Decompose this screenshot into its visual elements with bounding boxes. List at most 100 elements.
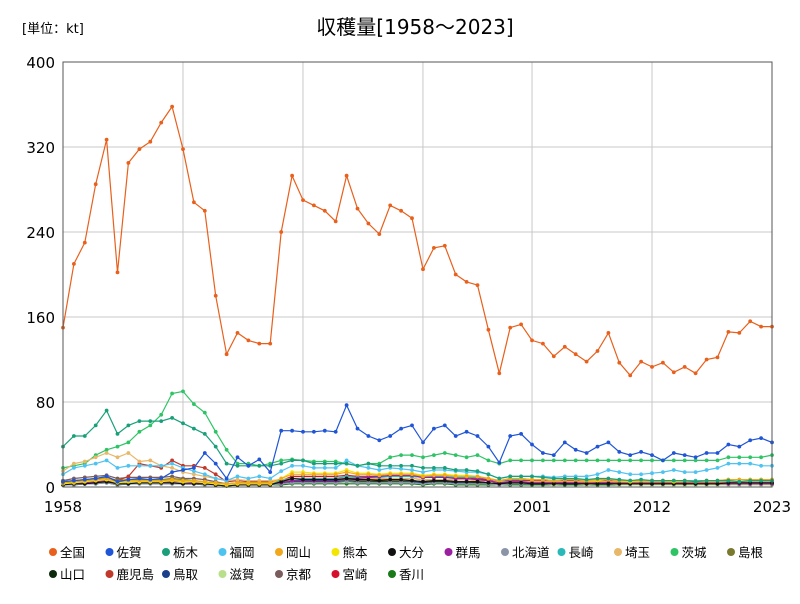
data-point: [246, 338, 251, 343]
y-tick-label: 80: [36, 394, 55, 412]
data-point: [126, 440, 131, 445]
legend-label: 京都: [286, 567, 312, 582]
data-point: [432, 473, 436, 478]
legend-marker: [275, 570, 283, 578]
data-point: [312, 477, 316, 482]
data-point: [290, 458, 294, 463]
data-point: [279, 469, 284, 473]
data-point: [388, 203, 393, 208]
data-point: [82, 434, 87, 438]
data-point: [682, 453, 687, 457]
data-point: [377, 438, 382, 443]
data-point: [344, 458, 349, 463]
data-point: [453, 468, 458, 472]
data-point: [442, 451, 447, 455]
data-point: [715, 478, 720, 483]
data-point: [421, 479, 425, 484]
y-tick-label: 240: [26, 224, 55, 242]
data-point: [661, 360, 665, 365]
data-point: [475, 434, 480, 438]
data-point: [148, 463, 153, 468]
data-point: [235, 463, 240, 468]
data-point: [617, 360, 622, 365]
data-point: [628, 472, 633, 477]
data-point: [170, 104, 175, 109]
data-point: [650, 471, 654, 476]
data-point: [453, 453, 458, 457]
data-point: [366, 472, 371, 477]
data-point: [399, 453, 403, 457]
chart-title: 収穫量[1958～2023]: [316, 15, 513, 39]
data-point: [671, 478, 676, 483]
legend-label: 岡山: [286, 545, 311, 560]
data-point: [126, 423, 131, 428]
data-point: [573, 458, 578, 463]
data-point: [486, 327, 491, 332]
data-point: [290, 472, 294, 477]
legend-label: 鹿児島: [117, 567, 155, 582]
data-point: [93, 476, 98, 481]
data-point: [72, 434, 76, 438]
data-point: [519, 322, 523, 327]
data-point: [704, 451, 709, 455]
data-point: [312, 429, 316, 434]
data-point: [192, 426, 196, 431]
legend-marker: [331, 570, 340, 578]
data-point: [617, 458, 622, 463]
legend-marker: [614, 548, 622, 556]
data-point: [410, 423, 414, 428]
data-point: [715, 451, 720, 455]
data-point: [377, 468, 382, 472]
legend-label: 長崎: [569, 545, 595, 560]
data-point: [421, 455, 425, 460]
legend-marker: [49, 570, 57, 578]
data-point: [584, 451, 589, 455]
x-tick-label: 2023: [753, 498, 791, 516]
data-point: [671, 468, 676, 472]
data-point: [551, 354, 556, 359]
data-point: [682, 365, 687, 369]
legend-marker: [501, 548, 509, 556]
legend-item: 熊本: [331, 545, 368, 560]
y-tick-label: 160: [26, 309, 55, 327]
data-point: [115, 466, 120, 470]
legend-marker: [218, 548, 227, 556]
data-point: [322, 466, 327, 470]
data-point: [508, 458, 513, 463]
data-point: [442, 478, 447, 483]
data-point: [737, 479, 742, 484]
data-point: [584, 474, 589, 479]
data-point: [682, 470, 687, 474]
data-point: [366, 221, 371, 226]
data-point: [486, 458, 491, 463]
data-point: [235, 331, 240, 335]
data-point: [584, 477, 589, 482]
data-point: [464, 280, 469, 284]
data-point: [366, 461, 371, 466]
legend-item: 京都: [275, 567, 312, 582]
series-栃木: [61, 408, 774, 484]
data-point: [366, 434, 371, 438]
data-point: [453, 479, 458, 484]
data-point: [279, 428, 284, 433]
data-point: [213, 472, 218, 477]
data-point: [715, 466, 720, 470]
legend-item: 香川: [388, 567, 424, 582]
data-point: [671, 458, 676, 463]
data-point: [257, 474, 262, 479]
data-point: [551, 458, 556, 463]
legend-label: 島根: [738, 545, 764, 560]
data-point: [421, 440, 425, 445]
data-point: [82, 240, 87, 245]
data-point: [93, 461, 98, 466]
data-point: [388, 434, 393, 438]
data-point: [737, 455, 742, 460]
data-point: [595, 481, 600, 486]
data-point: [661, 458, 665, 463]
legend-label: 宮崎: [343, 567, 369, 582]
data-point: [475, 453, 480, 457]
legend-item: 福岡: [218, 545, 255, 560]
x-tick-label: 2001: [513, 498, 551, 516]
series-佐賀: [61, 403, 774, 484]
